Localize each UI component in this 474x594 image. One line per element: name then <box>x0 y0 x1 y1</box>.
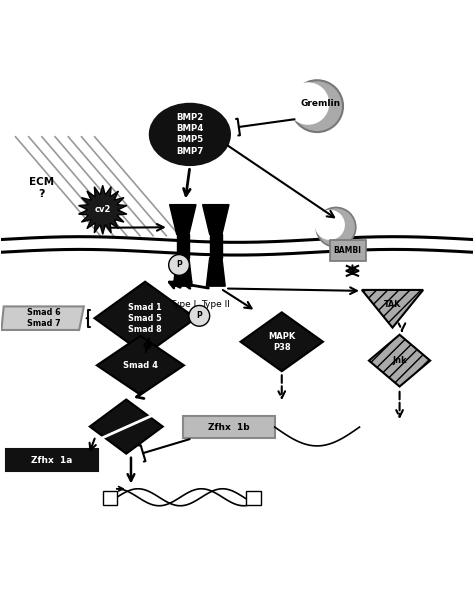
FancyBboxPatch shape <box>246 491 261 505</box>
Polygon shape <box>173 258 192 286</box>
Text: MAPK
P38: MAPK P38 <box>268 331 295 352</box>
Text: P: P <box>196 311 202 320</box>
Text: Zfhx  1b: Zfhx 1b <box>208 422 250 432</box>
Polygon shape <box>369 334 430 387</box>
Text: Type II: Type II <box>201 301 230 309</box>
Polygon shape <box>206 258 225 286</box>
FancyBboxPatch shape <box>183 416 275 438</box>
Polygon shape <box>97 336 184 395</box>
Polygon shape <box>94 282 196 355</box>
Polygon shape <box>79 185 127 234</box>
Circle shape <box>287 83 329 125</box>
Polygon shape <box>210 234 222 258</box>
Text: cv2: cv2 <box>94 206 111 214</box>
Polygon shape <box>1 307 84 330</box>
Circle shape <box>316 207 356 247</box>
FancyBboxPatch shape <box>6 448 98 472</box>
Polygon shape <box>202 205 229 234</box>
FancyBboxPatch shape <box>330 241 365 261</box>
Text: Jnk: Jnk <box>392 356 407 365</box>
Circle shape <box>315 210 345 240</box>
Polygon shape <box>170 205 196 234</box>
Text: BAMBI: BAMBI <box>334 247 362 255</box>
Text: Smad 1
Smad 5
Smad 8: Smad 1 Smad 5 Smad 8 <box>128 302 162 334</box>
Text: Type I: Type I <box>170 301 196 309</box>
Text: Smad 4: Smad 4 <box>123 361 158 370</box>
Text: Zfhx  1a: Zfhx 1a <box>31 456 73 465</box>
FancyBboxPatch shape <box>103 491 117 505</box>
Circle shape <box>291 80 343 132</box>
Text: BMP2
BMP4
BMP5
BMP7: BMP2 BMP4 BMP5 BMP7 <box>176 113 203 156</box>
Text: ?: ? <box>38 189 45 199</box>
Text: ECM: ECM <box>29 176 54 187</box>
Circle shape <box>169 255 190 276</box>
Text: TAK: TAK <box>384 299 401 308</box>
Text: Smad 6
Smad 7: Smad 6 Smad 7 <box>27 308 61 328</box>
Circle shape <box>189 305 210 326</box>
Ellipse shape <box>150 104 230 165</box>
Polygon shape <box>240 312 323 371</box>
Text: P: P <box>176 260 182 270</box>
Polygon shape <box>90 400 163 454</box>
Text: Gremlin: Gremlin <box>301 99 341 108</box>
Polygon shape <box>362 290 423 328</box>
Polygon shape <box>177 234 189 258</box>
